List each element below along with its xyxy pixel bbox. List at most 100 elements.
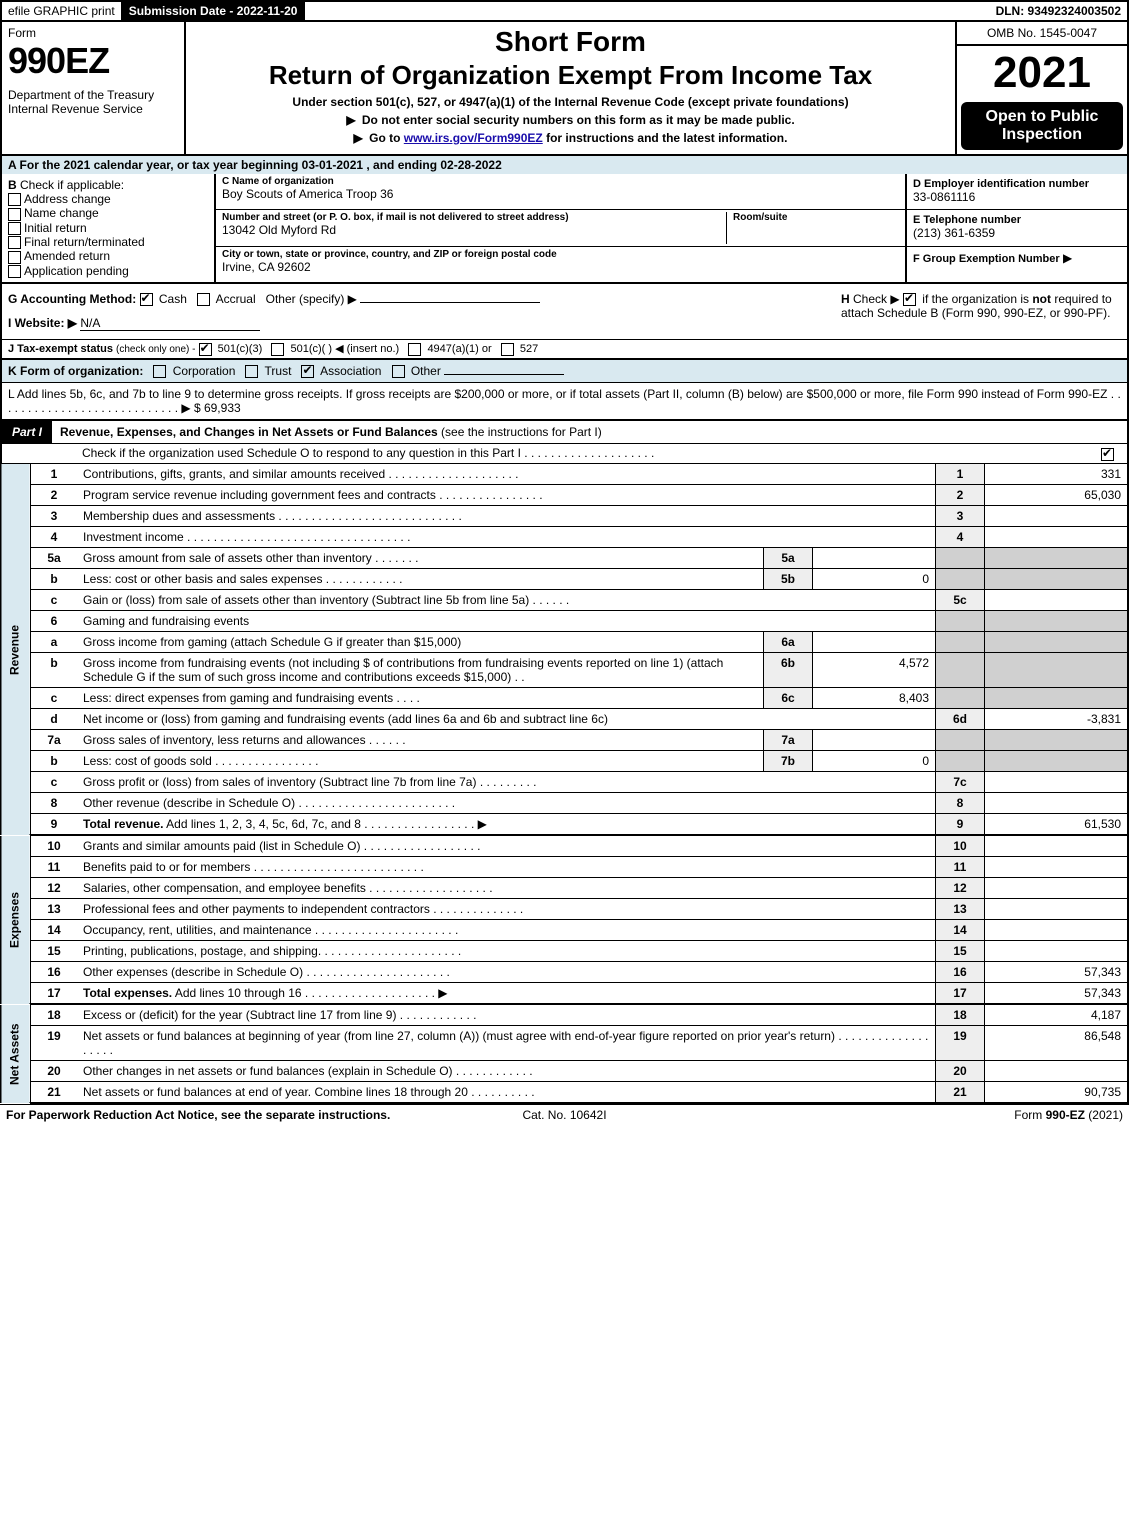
line-row: 11Benefits paid to or for members . . . … [1,856,1128,877]
box-b: B Check if applicable: Address change Na… [2,174,216,282]
line-description: Investment income . . . . . . . . . . . … [77,526,936,547]
line-row: bLess: cost of goods sold . . . . . . . … [1,750,1128,771]
right-line-number: 5c [936,589,985,610]
chk-application-pending[interactable]: Application pending [8,264,208,278]
line-j: J Tax-exempt status (check only one) - 5… [0,340,1129,360]
sub-line-number: 6c [764,687,813,708]
line-description: Gross profit or (loss) from sales of inv… [77,771,936,792]
right-line-number: 10 [936,836,985,857]
chk-501c3[interactable] [199,343,212,356]
line-description: Other revenue (describe in Schedule O) .… [77,792,936,813]
right-line-number: 8 [936,792,985,813]
chk-schedule-o[interactable] [1097,446,1121,460]
line-row: cGross profit or (loss) from sales of in… [1,771,1128,792]
line-description: Gross sales of inventory, less returns a… [77,729,764,750]
sub-line-number: 6b [764,652,813,687]
line-description: Printing, publications, postage, and shi… [77,940,936,961]
title-short-form: Short Form [192,26,949,58]
irs-link[interactable]: www.irs.gov/Form990EZ [404,131,543,145]
d-label: D Employer identification number [913,178,1121,190]
line-row: aGross income from gaming (attach Schedu… [1,631,1128,652]
line-row: Expenses10Grants and similar amounts pai… [1,836,1128,857]
chk-501c[interactable] [271,343,284,356]
expenses-table: Expenses10Grants and similar amounts pai… [0,836,1129,1005]
website-value: N/A [80,316,260,331]
other-org-input[interactable] [444,374,564,375]
right-line-number: 13 [936,898,985,919]
chk-trust[interactable] [245,365,258,378]
line-number: 5a [31,547,78,568]
label-c: C Name of organization [222,176,899,187]
line-row: 5aGross amount from sale of assets other… [1,547,1128,568]
instruction-1: ▶ Do not enter social security numbers o… [192,113,949,127]
right-line-value [985,836,1129,857]
chk-final-return[interactable]: Final return/terminated [8,235,208,249]
line-row: 8Other revenue (describe in Schedule O) … [1,792,1128,813]
right-line-value: 4,187 [985,1005,1129,1026]
line-number: c [31,687,78,708]
right-line-number [936,750,985,771]
right-line-number: 14 [936,919,985,940]
page-footer: For Paperwork Reduction Act Notice, see … [0,1104,1129,1125]
chk-4947[interactable] [408,343,421,356]
line-row: bLess: cost or other basis and sales exp… [1,568,1128,589]
right-line-number: 3 [936,505,985,526]
box-c: C Name of organization Boy Scouts of Ame… [216,174,905,282]
line-row: bGross income from fundraising events (n… [1,652,1128,687]
line-row: 17Total expenses. Add lines 10 through 1… [1,982,1128,1004]
line-description: Excess or (deficit) for the year (Subtra… [77,1005,936,1026]
k-label: K Form of organization: [8,364,143,378]
f-label: F Group Exemption Number [913,253,1060,265]
line-row: dNet income or (loss) from gaming and fu… [1,708,1128,729]
schedule-o-line: Check if the organization used Schedule … [0,444,1129,463]
right-line-value [985,792,1129,813]
line-description: Net income or (loss) from gaming and fun… [77,708,936,729]
chk-address-change[interactable]: Address change [8,192,208,206]
l-amount: $ 69,933 [194,401,241,415]
schedule-o-text: Check if the organization used Schedule … [82,446,521,460]
box-d: D Employer identification number 33-0861… [907,174,1127,210]
schedule-o-dots: . . . . . . . . . . . . . . . . . . . . [524,446,654,460]
chk-association[interactable] [301,365,314,378]
line-number: a [31,631,78,652]
line-h: H Check ▶ if the organization is not req… [835,284,1127,339]
footer-left: For Paperwork Reduction Act Notice, see … [6,1108,522,1122]
info-block: B Check if applicable: Address change Na… [0,174,1129,284]
line-description: Occupancy, rent, utilities, and maintena… [77,919,936,940]
chk-amended-return[interactable]: Amended return [8,249,208,263]
form-990ez-page: efile GRAPHIC print Submission Date - 20… [0,0,1129,1125]
chk-527[interactable] [501,343,514,356]
right-line-value: 57,343 [985,961,1129,982]
box-def: D Employer identification number 33-0861… [905,174,1127,282]
sub-line-value: 8,403 [813,687,936,708]
chk-h[interactable] [903,293,916,306]
chk-name-change[interactable]: Name change [8,206,208,220]
chk-accrual[interactable] [197,293,210,306]
line-row: 4Investment income . . . . . . . . . . .… [1,526,1128,547]
chk-cash[interactable] [140,293,153,306]
netassets-table: Net Assets18Excess or (deficit) for the … [0,1005,1129,1104]
right-line-value [985,919,1129,940]
chk-initial-return[interactable]: Initial return [8,221,208,235]
right-line-value [985,589,1129,610]
chk-other-org[interactable] [392,365,405,378]
instruction-2-prefix: Go to [369,131,404,145]
right-line-number [936,687,985,708]
right-line-value [985,631,1129,652]
line-number: 7a [31,729,78,750]
f-arrow-icon: ▶ [1063,251,1072,265]
line-number: 16 [31,961,78,982]
right-line-number: 21 [936,1081,985,1103]
instruction-2-suffix: for instructions and the latest informat… [546,131,787,145]
other-specify-input[interactable] [360,302,540,303]
line-description: Gross income from gaming (attach Schedul… [77,631,764,652]
line-number: 13 [31,898,78,919]
street-row: Number and street (or P. O. box, if mail… [216,210,905,246]
instruction-2: ▶ Go to www.irs.gov/Form990EZ for instru… [192,131,949,145]
label-city: City or town, state or province, country… [222,249,899,260]
right-line-number: 4 [936,526,985,547]
right-line-number: 19 [936,1025,985,1060]
submission-date: Submission Date - 2022-11-20 [123,2,306,20]
chk-corporation[interactable] [153,365,166,378]
right-line-number: 2 [936,484,985,505]
